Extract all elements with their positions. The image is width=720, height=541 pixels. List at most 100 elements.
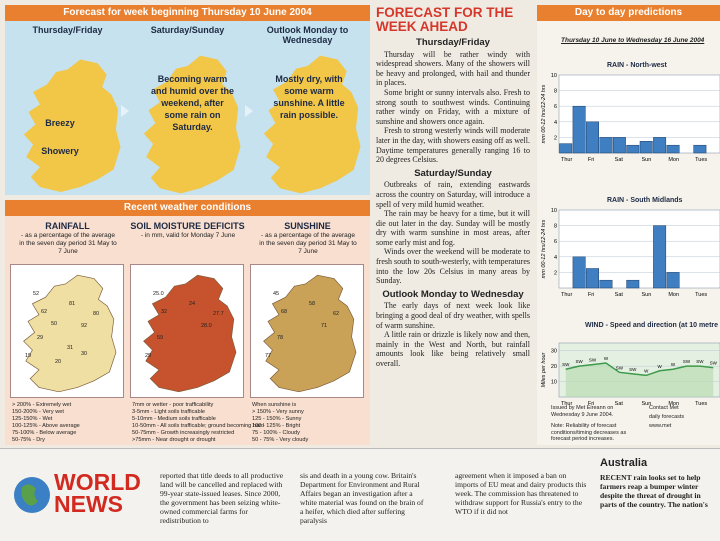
prediction-charts: RAIN - North-west mm 00-12 hrs/12-24 hrs 2…: [541, 62, 720, 407]
map-label: 25.0: [153, 291, 164, 297]
map-label: 80: [93, 311, 99, 317]
panel-subheading: - in mm, valid for Monday 7 June: [140, 232, 236, 239]
wind-direction: SW: [576, 359, 584, 364]
aside-heading: Australia: [600, 457, 648, 469]
y-tick-label: 20: [551, 364, 557, 370]
y-tick-label: 10: [551, 73, 557, 79]
map-label: 20: [55, 359, 61, 365]
panel-subheading: - as a percentage of the average in the …: [259, 232, 357, 255]
legend-entry: >75mm - Near drought or drought: [132, 437, 216, 443]
wind-direction: SW: [683, 359, 691, 364]
section-heading: Outlook Monday to Wednesday: [382, 288, 524, 300]
x-tick-label: Sat: [615, 401, 624, 407]
y-tick-label: 4: [554, 120, 557, 126]
y-axis-label: mm 00-12 hrs/12-24 hrs: [541, 84, 547, 143]
x-tick-label: Fri: [588, 401, 594, 407]
column-heading: Saturday/Sunday: [150, 25, 225, 35]
bar: [586, 268, 599, 289]
y-tick-label: 10: [551, 380, 557, 386]
y-tick-label: 8: [554, 224, 557, 230]
bar: [693, 144, 707, 154]
plot-area: [558, 74, 720, 154]
recent-panel: Recent weather conditions RAINFALL - as a…: [5, 200, 370, 445]
x-tick-label: Sun: [642, 401, 652, 407]
x-tick-label: Sat: [615, 292, 624, 298]
panel-heading: RAINFALL: [45, 221, 90, 231]
map-label: 30: [81, 351, 87, 357]
y-tick-label: 6: [554, 239, 557, 245]
map-label: 62: [41, 309, 47, 315]
x-tick-label: Sun: [642, 157, 652, 163]
column-heading: Outlook Monday to Wednesday: [266, 25, 349, 45]
chart-title: WIND - Speed and direction (at 10 metre: [585, 322, 718, 329]
map-box: 45 68 58 71 62 78 77: [250, 264, 364, 398]
y-axis-label: mm 00-12 hrs/12-24 hrs: [541, 219, 547, 278]
chart-title: RAIN - South Midlands: [607, 197, 683, 204]
forecast-panel: Forecast for week beginning Thursday 10 …: [5, 5, 370, 195]
x-tick-label: Fri: [588, 157, 594, 163]
paragraph: Thursday will be rather windy with wides…: [376, 49, 530, 88]
map-label: 29: [37, 335, 43, 341]
bar: [639, 141, 653, 154]
paragraph: Fresh to strong westerly winds will mode…: [376, 126, 530, 165]
footnote: Note: Reliability of forecast conditions…: [551, 423, 627, 442]
map-label: 81: [69, 301, 75, 307]
y-tick-label: 4: [554, 255, 557, 261]
legend-entry: 150-200% - Very wet: [12, 409, 64, 415]
map-label: 28.0: [201, 323, 212, 329]
footnote: daily forecasts: [649, 414, 685, 420]
wind-direction: SW: [696, 359, 704, 364]
wind-direction: SW: [616, 365, 624, 370]
recent-title: Recent weather conditions: [5, 200, 370, 216]
map-label: 50: [51, 321, 57, 327]
wind-line: [565, 362, 714, 377]
map-label: 78: [277, 335, 283, 341]
paragraph: Some bright or sunny intervals also. Fre…: [376, 87, 530, 126]
map-label: 92: [81, 323, 87, 329]
y-tick-label: 30: [551, 349, 557, 355]
map-label: 45: [273, 291, 279, 297]
bar: [666, 272, 680, 289]
article-title: FORECAST FOR THE WEEK AHEAD: [376, 6, 514, 34]
panel-heading: SUNSHINE: [284, 221, 331, 231]
legend-entry: > 200% - Extremely wet: [12, 402, 72, 408]
predictions-subtitle: Thursday 10 June to Wednesday 16 June 20…: [561, 37, 705, 44]
bar: [612, 137, 626, 154]
wind-direction: W: [658, 364, 663, 369]
y-tick-label: 8: [554, 89, 557, 95]
map-label: 71: [321, 323, 327, 329]
legend-entry: 125 - 150% - Sunny: [252, 416, 302, 422]
map-box: 25.0 32 24 28.027.7 59 29: [130, 264, 244, 398]
legend-entry: 75 - 100% - Cloudy: [252, 430, 300, 436]
legend-entry: 75-100% - Below average: [12, 430, 77, 436]
bar: [599, 279, 613, 289]
map-label: 77: [265, 353, 271, 359]
wind-direction: SW: [562, 362, 570, 367]
wind-direction: SW: [710, 361, 718, 366]
legend-entry: 10-50mm - All soils trafficable; ground …: [132, 423, 265, 429]
legend-entry: 50-75mm - Growth increasingly restricted: [132, 430, 235, 436]
y-axis-label: Miles per hour: [541, 351, 547, 387]
map-label: 29: [145, 353, 151, 359]
map-label: 58: [309, 301, 315, 307]
footnote: Issued by Met Éireann on Wednesday 9 Jun…: [551, 405, 614, 418]
bar: [572, 105, 586, 154]
news-column: agreement when it imposed a ban on impor…: [455, 471, 587, 516]
x-tick-label: Tues: [695, 157, 707, 163]
map-note: Becoming warm and humid over the weekend…: [150, 74, 234, 132]
map-label: 59: [157, 335, 163, 341]
news-column: reported that title deeds to all product…: [160, 471, 284, 525]
bar: [653, 137, 667, 154]
x-tick-label: Mon: [668, 157, 679, 163]
legend-entry: 50-75% - Dry: [12, 437, 45, 443]
wind-direction: SW: [629, 367, 637, 372]
x-tick-label: Fri: [588, 292, 594, 298]
y-tick-label: 10: [551, 208, 557, 214]
map-label: 31: [67, 345, 73, 351]
paragraph: The early days of next week look like br…: [376, 301, 530, 330]
plot-area: [558, 209, 720, 289]
x-tick-label: Sun: [642, 292, 652, 298]
wind-direction: W: [604, 356, 609, 361]
x-tick-label: Thur: [561, 401, 572, 407]
